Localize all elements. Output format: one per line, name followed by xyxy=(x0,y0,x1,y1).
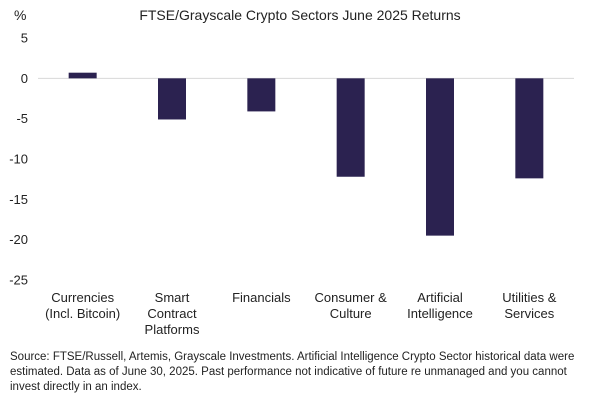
category-label: Smart Contract Platforms xyxy=(145,290,200,337)
bar xyxy=(426,78,454,236)
category-label: Currencies (Incl. Bitcoin) xyxy=(45,290,120,321)
y-tick-label: -25 xyxy=(9,273,28,288)
bar xyxy=(158,78,186,120)
y-tick-label: 0 xyxy=(21,71,28,86)
category-label: Utilities & Services xyxy=(502,290,557,321)
source-note: Source: FTSE/Russell, Artemis, Grayscale… xyxy=(10,351,575,393)
y-axis-unit-label: % xyxy=(14,7,26,23)
bar-chart: FTSE/Grayscale Crypto Sectors June 2025 … xyxy=(9,7,574,337)
y-tick-label: 5 xyxy=(21,31,28,46)
bar xyxy=(247,78,276,112)
bars-group xyxy=(68,72,544,236)
y-tick-label: -10 xyxy=(9,152,28,167)
y-tick-label: -20 xyxy=(9,232,28,247)
category-label: Consumer & Culture xyxy=(315,290,388,321)
y-tick-label: -5 xyxy=(16,111,28,126)
bar xyxy=(68,72,97,79)
category-label: Financials xyxy=(232,290,291,305)
y-axis-ticks: 5 0 -5 -10 -15 -20 -25 xyxy=(9,31,28,288)
bar xyxy=(515,78,544,179)
chart-title: FTSE/Grayscale Crypto Sectors June 2025 … xyxy=(139,7,460,23)
y-tick-label: -15 xyxy=(9,192,28,207)
category-label: Artificial Intelligence xyxy=(407,290,473,321)
bar xyxy=(336,78,365,177)
category-labels: Currencies (Incl. Bitcoin) Smart Contract Pl… xyxy=(45,290,557,337)
